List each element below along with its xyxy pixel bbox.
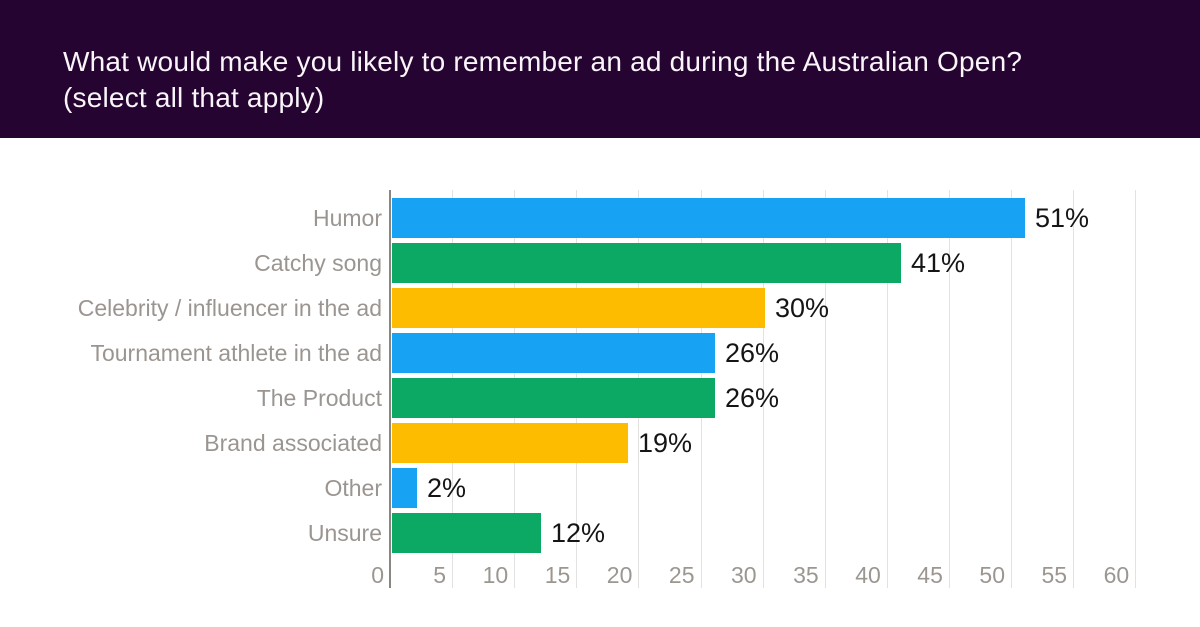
x-tick-label-15: 15 <box>544 562 571 588</box>
value-label: 26% <box>725 383 780 413</box>
x-tick-label-5: 5 <box>433 562 447 588</box>
chart-header: What would make you likely to remember a… <box>0 0 1200 138</box>
x-tick-label-40: 40 <box>855 562 881 588</box>
y-axis-line <box>389 190 391 588</box>
value-label: 19% <box>638 428 693 458</box>
value-label: 12% <box>551 518 606 548</box>
chart-title-line-2: (select all that apply) <box>63 82 325 113</box>
chart-title: What would make you likely to remember a… <box>63 44 1163 116</box>
x-tick-label-50: 50 <box>979 562 1005 588</box>
x-tick-label-45: 45 <box>917 562 943 588</box>
bar <box>392 378 715 418</box>
x-tick-label-25: 25 <box>668 562 695 588</box>
category-label: Catchy song <box>254 250 382 276</box>
x-gridline-40 <box>886 190 888 588</box>
x-gridline-60 <box>1135 190 1137 588</box>
bar <box>392 468 417 508</box>
x-tick-label-10: 10 <box>482 562 509 588</box>
x-tick-label-30: 30 <box>731 562 757 588</box>
x-tick-label-35: 35 <box>793 562 819 588</box>
chart-title-line-1: What would make you likely to remember a… <box>63 46 1023 77</box>
x-tick-label-20: 20 <box>606 562 633 588</box>
x-tick-label-0: 0 <box>371 562 384 588</box>
value-label: 41% <box>911 248 966 278</box>
x-gridline-30 <box>762 190 764 588</box>
category-label: Celebrity / influencer in the ad <box>77 295 382 321</box>
bar <box>392 198 1025 238</box>
bar <box>392 333 715 373</box>
bar <box>392 513 541 553</box>
value-label: 51% <box>1035 203 1090 233</box>
x-gridline-35 <box>824 190 826 588</box>
bar <box>392 288 765 328</box>
bar <box>392 423 628 463</box>
category-label: Unsure <box>307 520 382 546</box>
x-tick-label-60: 60 <box>1103 562 1130 588</box>
category-label: Humor <box>312 205 382 231</box>
category-label: Tournament athlete in the ad <box>90 340 382 366</box>
x-tick-label-55: 55 <box>1041 562 1068 588</box>
value-label: 26% <box>725 338 780 368</box>
value-label: 2% <box>427 473 467 503</box>
x-gridline-55 <box>1073 190 1075 588</box>
x-gridline-50 <box>1011 190 1012 588</box>
category-label: Other <box>324 475 382 501</box>
category-label: Brand associated <box>204 430 382 456</box>
value-label: 30% <box>775 293 830 323</box>
category-label: The Product <box>256 385 382 411</box>
x-gridline-45 <box>948 190 950 588</box>
bar <box>392 243 901 283</box>
